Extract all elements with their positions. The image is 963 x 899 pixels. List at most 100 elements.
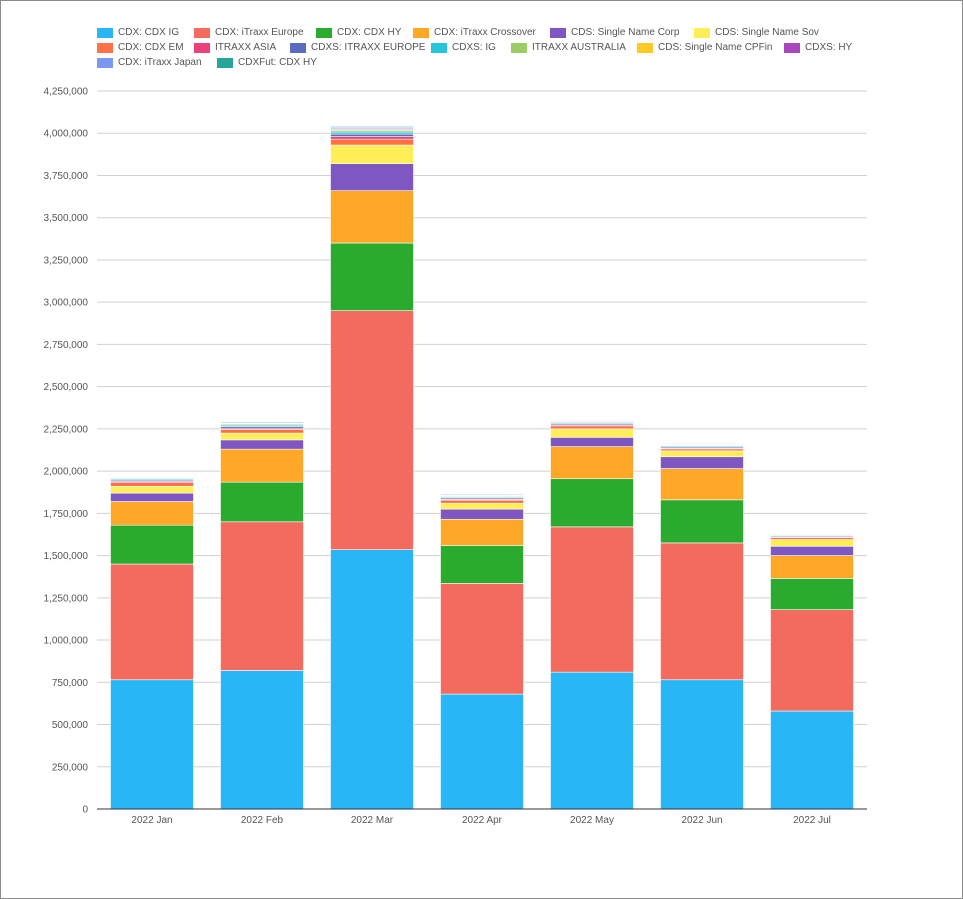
bar-segment xyxy=(770,609,854,712)
y-tick-label: 750,000 xyxy=(52,678,89,689)
x-tick-label: 2022 Apr xyxy=(462,815,503,826)
bar-segment xyxy=(330,144,414,164)
y-tick-label: 2,000,000 xyxy=(44,467,89,478)
y-tick-label: 3,250,000 xyxy=(44,255,89,266)
legend-label: CDS: Single Name Sov xyxy=(715,27,819,38)
y-tick-label: 2,500,000 xyxy=(44,382,89,393)
legend-label: CDXS: HY xyxy=(805,42,853,53)
bar-segment xyxy=(660,456,744,469)
bar-segment xyxy=(770,555,854,579)
bar-segment xyxy=(220,670,304,810)
legend-item[interactable]: ITRAXX ASIA xyxy=(194,42,276,53)
bar-segment xyxy=(330,549,414,810)
bar-segment xyxy=(220,448,304,483)
legend-item[interactable]: CDS: Single Name CPFin xyxy=(637,42,772,53)
bar-segment xyxy=(330,190,414,244)
bar-segment xyxy=(330,163,414,191)
bar-segment xyxy=(440,583,524,695)
legend-item[interactable]: CDX: iTraxx Japan xyxy=(97,57,202,68)
y-tick-label: 1,250,000 xyxy=(44,593,89,604)
bar-segment xyxy=(550,425,634,430)
legend-item[interactable]: CDXS: ITRAXX EUROPE xyxy=(290,42,425,53)
legend-label: CDS: Single Name Corp xyxy=(571,27,680,38)
bar-segment xyxy=(220,521,304,671)
legend-label: CDX: iTraxx Europe xyxy=(215,27,304,38)
legend-item[interactable]: CDX: CDX EM xyxy=(97,42,184,53)
legend-label: CDX: iTraxx Japan xyxy=(118,57,202,68)
legend-swatch xyxy=(97,27,113,38)
bar-segment xyxy=(110,482,194,487)
legend-item[interactable]: CDS: Single Name Corp xyxy=(550,27,679,38)
legend-swatch xyxy=(694,27,710,38)
legend-swatch xyxy=(217,57,233,68)
bar-segment xyxy=(110,501,194,526)
legend-item[interactable]: CDX: iTraxx Europe xyxy=(194,27,304,38)
bar-segment xyxy=(330,126,414,128)
y-tick-label: 500,000 xyxy=(52,720,89,731)
bar-segment xyxy=(220,429,304,434)
x-tick-label: 2022 Feb xyxy=(241,815,284,826)
bar-segment xyxy=(770,578,854,610)
bar-segment xyxy=(440,499,524,504)
bar-segment xyxy=(660,450,744,458)
legend-swatch xyxy=(413,27,429,38)
legend-swatch xyxy=(511,42,527,53)
y-tick-label: 2,250,000 xyxy=(44,424,89,435)
legend-swatch xyxy=(97,42,113,53)
legend-label: CDX: iTraxx Crossover xyxy=(434,27,536,38)
legend-swatch xyxy=(194,42,210,53)
legend-item[interactable]: CDX: CDX IG xyxy=(97,27,179,38)
x-tick-label: 2022 May xyxy=(570,815,614,826)
bar-segment xyxy=(330,138,414,146)
bar-segment xyxy=(330,242,414,311)
y-tick-label: 3,500,000 xyxy=(44,213,89,224)
legend-item[interactable]: ITRAXX AUSTRALIA xyxy=(511,42,626,53)
legend-item[interactable]: CDS: Single Name Sov xyxy=(694,27,819,38)
bar-segment xyxy=(440,545,524,584)
legend-swatch xyxy=(637,42,653,53)
bar-segment xyxy=(660,499,744,544)
legend-label: ITRAXX AUSTRALIA xyxy=(532,42,626,53)
y-tick-label: 1,500,000 xyxy=(44,551,89,562)
bar-segment xyxy=(330,136,414,140)
legend-label: CDX: CDX HY xyxy=(337,27,402,38)
y-tick-label: 1,000,000 xyxy=(44,636,89,647)
y-tick-label: 2,750,000 xyxy=(44,340,89,351)
bar-segment xyxy=(440,502,524,510)
bar-segment xyxy=(550,526,634,673)
y-tick-label: 3,750,000 xyxy=(44,171,89,182)
bar-segment xyxy=(330,133,414,137)
bar-segment xyxy=(550,478,634,528)
x-tick-label: 2022 Jul xyxy=(793,815,831,826)
bar-segment xyxy=(770,537,854,540)
y-tick-label: 3,000,000 xyxy=(44,298,89,309)
legend-swatch xyxy=(97,57,113,68)
y-tick-label: 4,250,000 xyxy=(44,87,89,98)
y-tick-label: 1,750,000 xyxy=(44,509,89,520)
legend-label: CDXFut: CDX HY xyxy=(238,57,317,68)
legend-item[interactable]: CDXS: IG xyxy=(431,42,496,53)
bar-segment xyxy=(440,508,524,520)
legend-item[interactable]: CDX: iTraxx Crossover xyxy=(413,27,536,38)
legend-item[interactable]: CDXFut: CDX HY xyxy=(217,57,317,68)
y-tick-label: 4,000,000 xyxy=(44,129,89,140)
bar-segment xyxy=(220,421,304,423)
bar-segment xyxy=(660,542,744,681)
legend-label: ITRAXX ASIA xyxy=(215,42,277,53)
bar-segment xyxy=(330,131,414,135)
legend-item[interactable]: CDX: CDX HY xyxy=(316,27,401,38)
bar-segment xyxy=(110,475,194,477)
bar-segment xyxy=(550,428,634,438)
legend-swatch xyxy=(194,27,210,38)
bar-segment xyxy=(550,446,634,480)
bar-segment xyxy=(660,448,744,452)
legend-item[interactable]: CDXS: HY xyxy=(784,42,852,53)
bar-segment xyxy=(660,679,744,810)
bar-segment xyxy=(110,679,194,810)
bar-segment xyxy=(220,432,304,441)
legend-label: CDXS: ITRAXX EUROPE xyxy=(311,42,426,53)
bar-segment xyxy=(110,563,194,681)
legend-label: CDXS: IG xyxy=(452,42,496,53)
